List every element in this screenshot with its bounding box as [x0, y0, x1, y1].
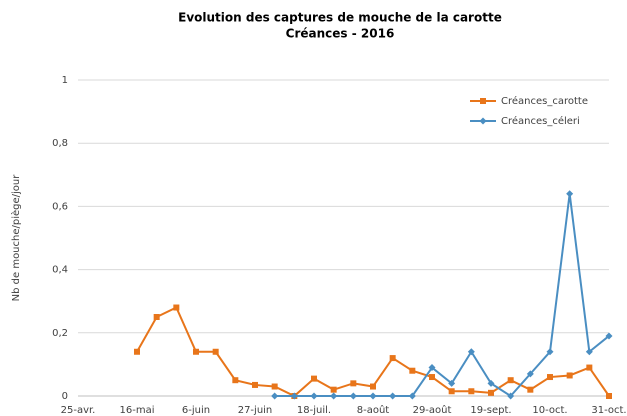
marker	[507, 392, 515, 400]
marker	[488, 389, 494, 396]
x-tick-label: 18-juil.	[297, 405, 331, 416]
marker	[428, 364, 436, 372]
marker	[212, 348, 219, 355]
legend-marker	[480, 98, 486, 104]
x-tick-label: 8-août	[357, 404, 390, 416]
chart-title: Evolution des captures de mouche de la c…	[178, 11, 502, 25]
marker	[290, 392, 298, 400]
x-tick-label: 27-juin	[238, 405, 273, 416]
marker	[193, 348, 199, 355]
legend-label: Créances_céleri	[501, 115, 580, 127]
marker	[349, 392, 357, 400]
y-tick-label: 0,2	[52, 328, 68, 339]
marker	[252, 381, 258, 388]
marker	[507, 377, 514, 384]
y-tick-label: 0,8	[52, 138, 68, 149]
marker	[585, 348, 593, 356]
marker	[271, 392, 279, 400]
marker	[311, 375, 317, 382]
marker	[546, 348, 554, 356]
marker	[409, 367, 416, 374]
marker	[134, 348, 140, 355]
marker	[232, 377, 239, 384]
marker	[547, 374, 553, 381]
marker	[370, 383, 376, 390]
marker	[468, 388, 475, 395]
x-tick-label: 6-juin	[182, 405, 210, 416]
series-line	[274, 193, 610, 398]
marker	[271, 383, 278, 390]
y-tick-label: 0,4	[52, 265, 68, 276]
y-tick-label: 0,6	[52, 201, 68, 212]
legend-marker	[479, 117, 487, 125]
y-tick-label: 1	[62, 75, 68, 86]
x-tick-label: 19-sept.	[470, 405, 511, 416]
marker	[566, 190, 574, 198]
marker	[350, 380, 357, 387]
marker	[448, 379, 456, 387]
marker	[310, 392, 318, 400]
y-tick-label: 0	[62, 391, 68, 402]
marker	[330, 392, 338, 400]
marker	[467, 348, 475, 356]
x-tick-label: 10-oct.	[532, 405, 567, 416]
marker	[389, 355, 396, 362]
x-tick-label: 29-août	[413, 404, 452, 416]
marker	[605, 332, 613, 340]
x-tick-label: 16-mai	[120, 405, 155, 416]
marker	[330, 386, 337, 393]
y-axis-label: Nb de mouche/piège/jour	[10, 174, 22, 302]
marker	[586, 364, 593, 371]
marker	[173, 304, 180, 311]
marker	[369, 392, 377, 400]
legend-label: Créances_carotte	[501, 95, 588, 107]
marker	[389, 392, 397, 400]
series-line	[136, 306, 610, 398]
marker	[448, 388, 455, 395]
marker	[487, 379, 495, 387]
marker	[527, 386, 534, 393]
x-tick-label: 31-oct.	[591, 405, 626, 416]
chart-subtitle: Créances - 2016	[286, 27, 395, 41]
marker	[429, 374, 435, 381]
x-tick-label: 25-avr.	[61, 405, 96, 416]
marker	[526, 370, 534, 378]
marker	[408, 392, 416, 400]
marker	[153, 314, 160, 320]
marker	[566, 372, 573, 379]
marker	[606, 393, 612, 399]
